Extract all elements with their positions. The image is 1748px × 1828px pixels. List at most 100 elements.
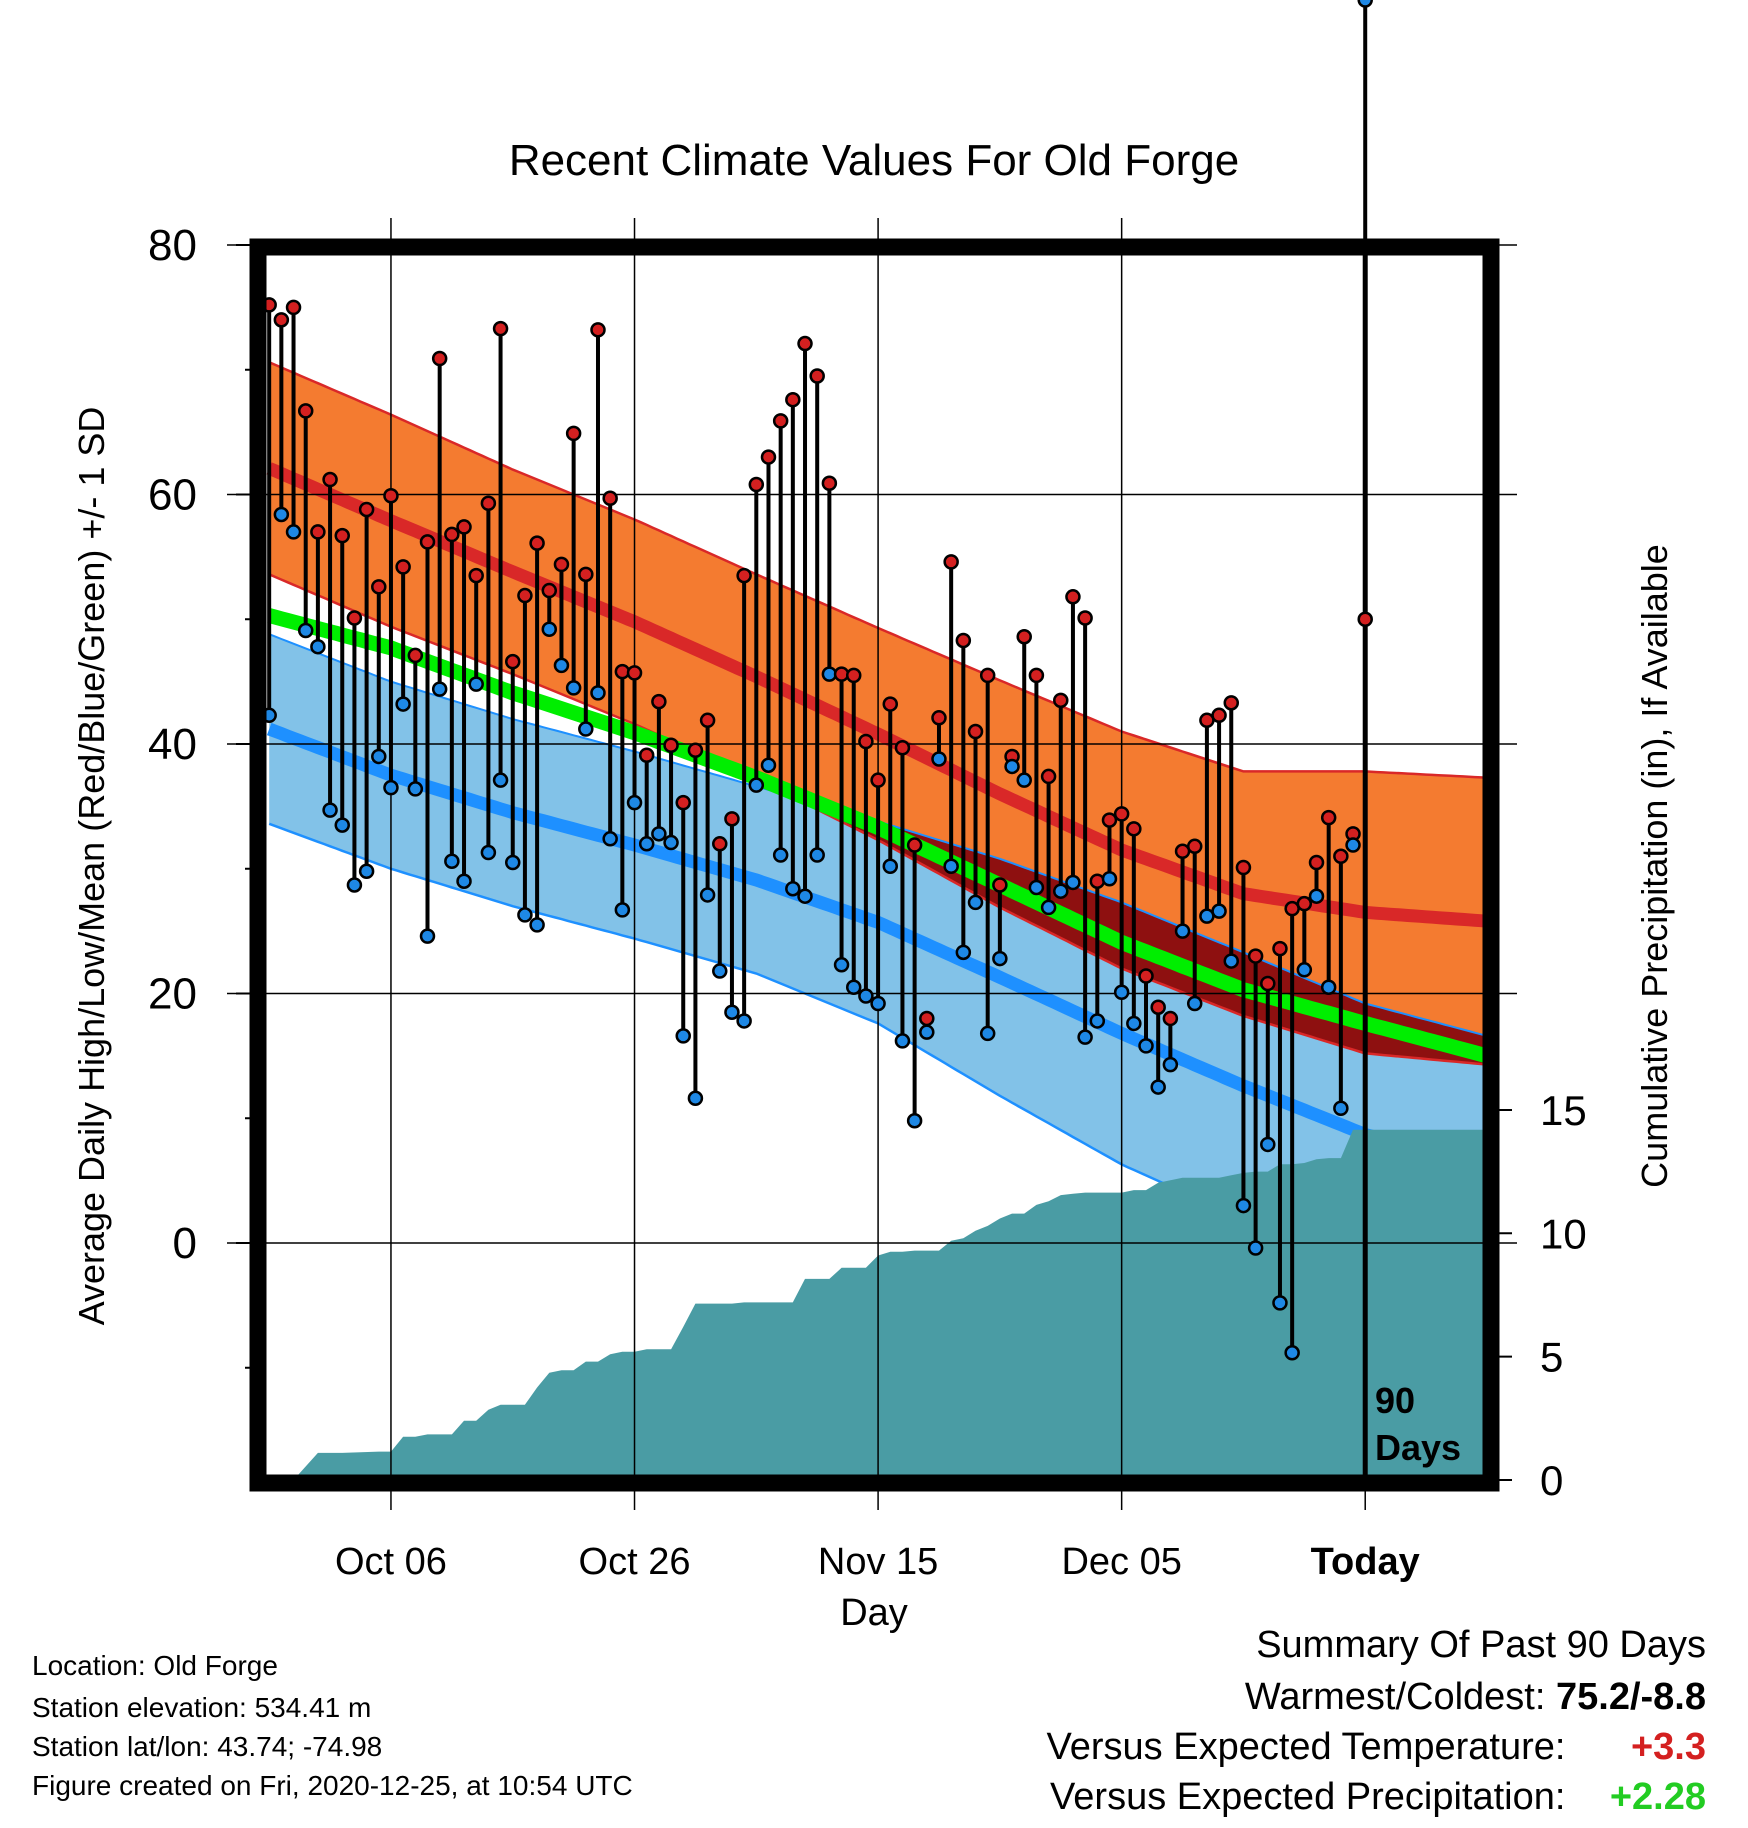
high-dot: [419, 534, 436, 550]
low-dot: [517, 907, 533, 923]
low-dot: [1028, 879, 1045, 896]
overlap-band: [269, 634, 1487, 1065]
high-dot: [383, 487, 399, 504]
station-elevation: Station elevation: 534.41 m: [32, 1692, 372, 1723]
low-dot: [1333, 1100, 1349, 1117]
high-dot: [1357, 611, 1373, 627]
high-dot: [285, 299, 302, 316]
high-dot: [1247, 948, 1264, 964]
high-dot: [407, 647, 424, 664]
low-dot: [1065, 874, 1081, 891]
low-dot: [858, 988, 874, 1004]
y-tick-label: 20: [148, 970, 197, 1019]
low-dot: [760, 757, 777, 773]
low-dot: [1113, 984, 1130, 1001]
low-dot: [480, 844, 497, 861]
summary-precipitation-row: Versus Expected Precipitation: +2.28: [1050, 1778, 1706, 1816]
low-dot: [407, 781, 424, 797]
x-tick-label: Nov 15: [818, 1541, 938, 1583]
low-dot: [979, 1025, 996, 1042]
high-dot: [346, 610, 363, 626]
high-dot: [297, 403, 314, 419]
high-dot: [1113, 806, 1130, 822]
low-dot: [322, 802, 338, 818]
high-dot: [712, 836, 728, 852]
high-dot: [675, 794, 691, 811]
low-dot: [419, 928, 436, 944]
low-dot: [1235, 1197, 1252, 1214]
high-dot: [663, 737, 679, 753]
low-dot: [395, 696, 411, 712]
high-dot: [1186, 838, 1203, 855]
low-dot: [1016, 772, 1032, 788]
high-dot: [1040, 768, 1057, 785]
low-dot: [1345, 837, 1361, 853]
low-dot: [602, 831, 618, 847]
low-dot: [992, 950, 1008, 967]
high-dot: [736, 567, 752, 584]
high-dot: [979, 667, 996, 684]
high-dot: [967, 723, 984, 740]
high-dot: [882, 696, 899, 712]
low-dot: [1150, 1079, 1166, 1095]
high-dot: [1162, 1010, 1179, 1027]
low-dot: [1260, 1136, 1276, 1153]
low-dot: [1308, 888, 1325, 904]
low-dot: [1077, 1029, 1093, 1045]
low-dot: [651, 826, 667, 842]
high-dot: [772, 413, 789, 429]
high-dot: [858, 733, 874, 750]
high-dot: [1028, 667, 1045, 684]
high-dot: [1296, 895, 1313, 912]
low-dot: [809, 847, 825, 863]
high-dot: [1272, 940, 1288, 957]
x-tick-label: Oct 26: [579, 1541, 691, 1583]
high-dot: [760, 449, 777, 465]
low-dot: [529, 917, 545, 933]
high-dot: [1150, 999, 1166, 1015]
warmest-value: 75.2/-8.8: [1556, 1676, 1706, 1718]
low-dot: [1357, 0, 1373, 8]
high-dot: [894, 739, 911, 756]
low-dot: [833, 957, 850, 973]
low-dot: [553, 657, 570, 674]
high-dot: [785, 391, 801, 408]
low-dot: [699, 887, 716, 903]
precip-tick-label: 0: [1540, 1457, 1563, 1504]
high-dot: [1065, 589, 1081, 605]
precip-tick-label: 15: [1540, 1087, 1587, 1134]
summary-heading: Summary Of Past 90 Days: [1256, 1624, 1706, 1666]
low-dot: [1320, 979, 1337, 996]
high-dot: [590, 322, 606, 338]
temp-label: Versus Expected Temperature:: [1046, 1726, 1566, 1768]
low-dot: [590, 685, 606, 701]
low-dot: [334, 817, 350, 833]
high-dot: [699, 712, 716, 729]
high-dot: [870, 772, 886, 788]
high-dot: [431, 350, 448, 367]
low-dot: [748, 777, 765, 793]
low-dot: [285, 524, 302, 540]
x-axis-label: Day: [840, 1592, 908, 1634]
high-dot: [626, 665, 643, 681]
high-dot: [1089, 873, 1106, 889]
low-dot: [1272, 1295, 1288, 1311]
high-dot: [468, 567, 484, 584]
chart-title: Recent Climate Values For Old Forge: [509, 136, 1239, 185]
high-dot: [1053, 692, 1069, 709]
low-dot: [492, 772, 509, 788]
high-dot: [480, 495, 497, 511]
low-dot: [845, 979, 862, 996]
low-dot: [1284, 1345, 1300, 1361]
high-dot: [919, 1010, 935, 1027]
high-dot: [553, 556, 570, 573]
precip-value: +2.28: [1609, 1776, 1706, 1818]
high-dot: [1333, 848, 1349, 865]
low-dot: [1040, 899, 1057, 916]
low-dot: [468, 676, 484, 692]
y2-axis-label: Cumulative Precipitation (in), If Availa…: [1634, 544, 1675, 1188]
high-dot: [541, 582, 558, 599]
cumulative-precip-area: [257, 1129, 1487, 1480]
low-dot: [724, 1004, 740, 1020]
